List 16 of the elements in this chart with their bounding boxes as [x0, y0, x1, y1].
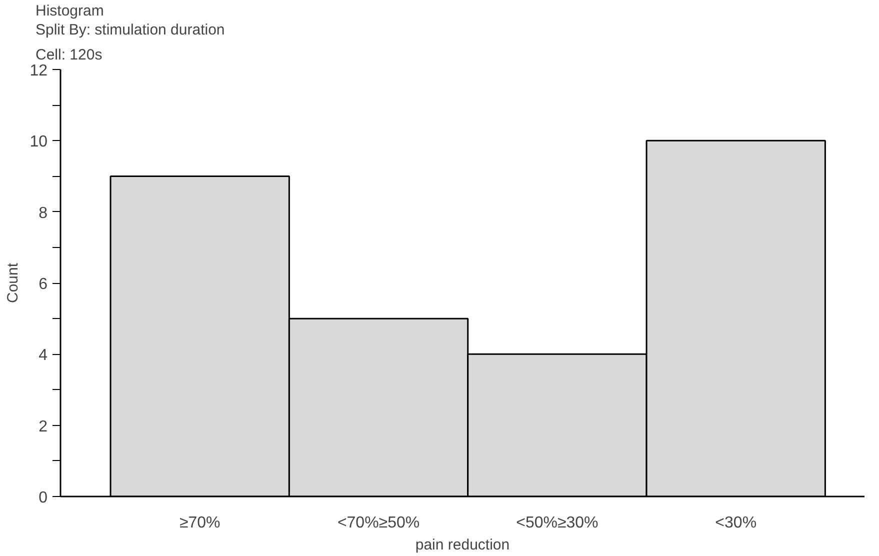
y-tick-label: 10	[30, 134, 48, 151]
x-tick-label: <50%≥30%	[516, 514, 598, 532]
y-tick-label: 12	[30, 62, 48, 80]
y-tick-label: 0	[38, 490, 48, 506]
y-tick-label: 2	[38, 418, 48, 436]
y-tick-label: 8	[38, 204, 48, 222]
x-tick-label: ≥70%	[179, 514, 220, 532]
x-tick-label: <70%≥50%	[337, 514, 420, 532]
x-tick-label: <30%	[715, 514, 757, 532]
chart-subtitle: Split By: stimulation duration	[36, 22, 225, 38]
y-axis-title: Count	[4, 262, 22, 304]
x-axis-title: pain reduction	[415, 536, 510, 554]
chart-title: Histogram	[36, 2, 104, 20]
y-tick-label: 4	[38, 347, 48, 364]
text: Cell: 120s	[36, 46, 102, 64]
y-tick-label: 6	[38, 276, 48, 293]
